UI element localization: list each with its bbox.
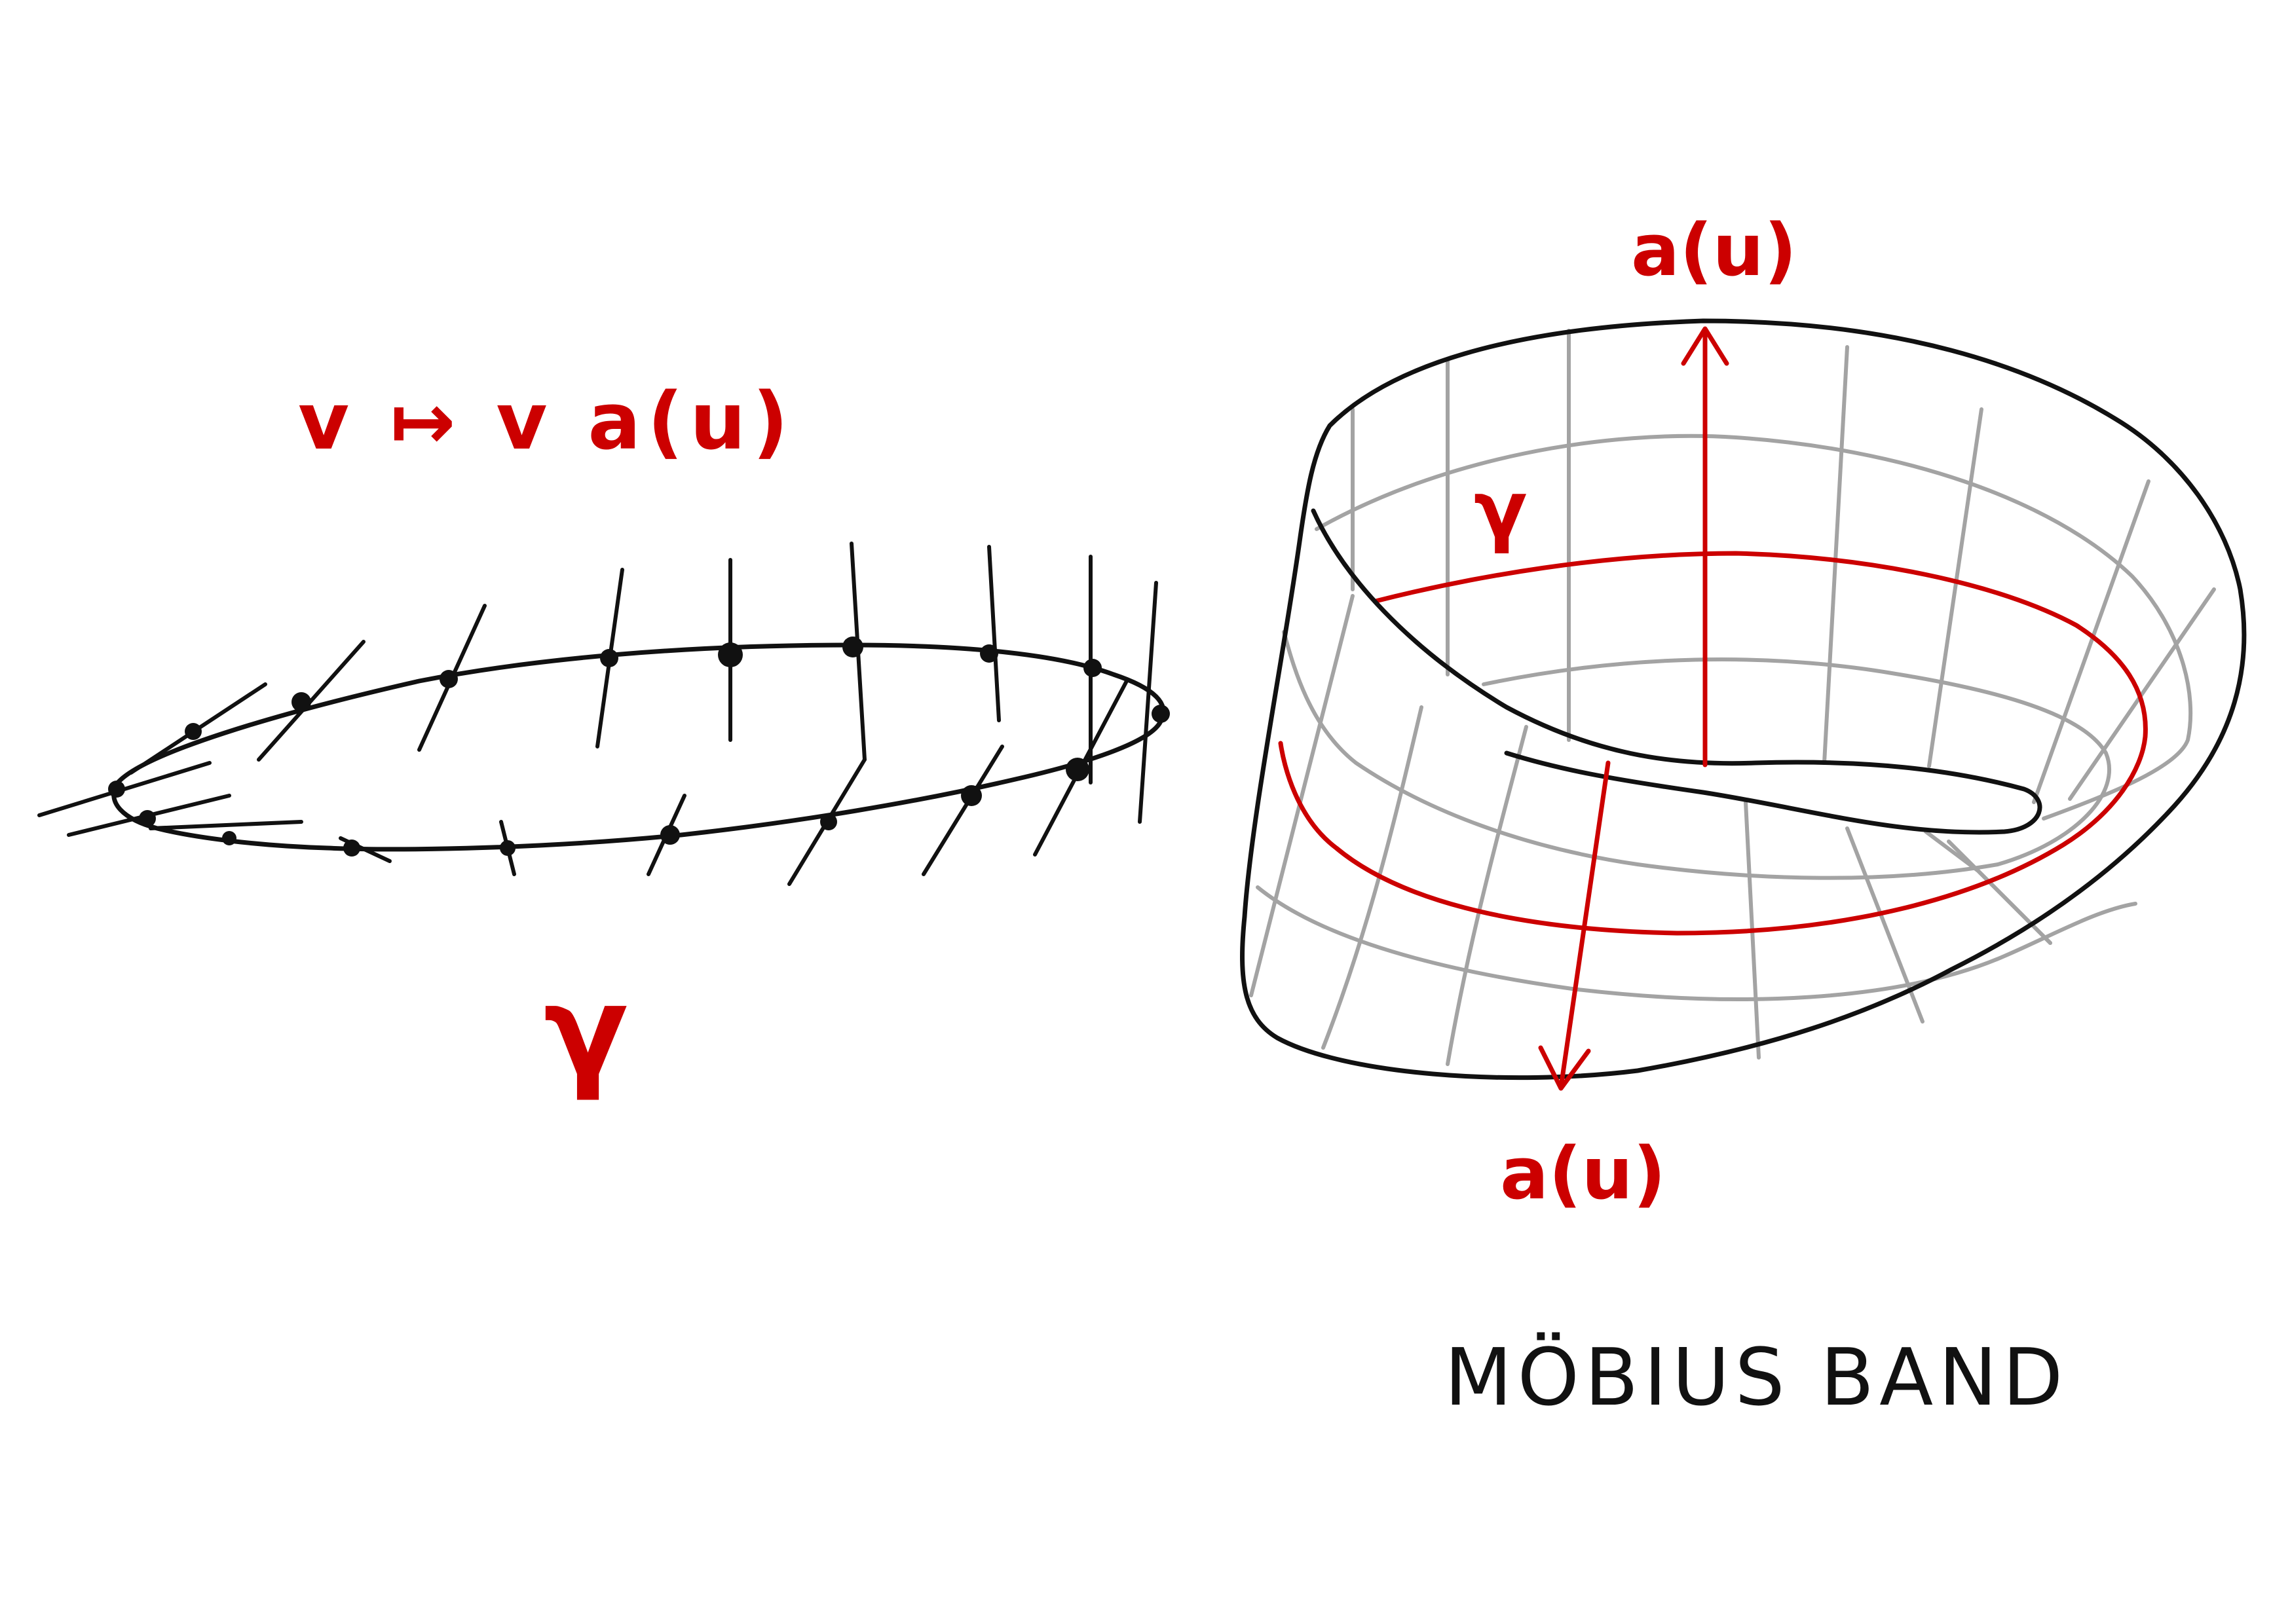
band-grid-line: [1315, 434, 2193, 821]
vector-a-bottom: [1538, 760, 1611, 1091]
curve-label-gamma: γ: [544, 959, 628, 1103]
fiber-line: [149, 820, 303, 830]
band-grid-line: [2068, 587, 2216, 801]
curve-point: [718, 642, 743, 667]
curve-point: [500, 840, 516, 856]
curve-point: [1152, 705, 1170, 723]
fiber-line: [257, 640, 366, 762]
vector-arrowhead: [1538, 1045, 1591, 1091]
curve-point: [980, 644, 998, 663]
top-vector-label: a(u): [1631, 208, 1797, 292]
band-grid-line: [1282, 630, 2111, 880]
band-grid-line: [1927, 407, 1983, 768]
band-inner-edge: [1311, 508, 2042, 835]
gamma-curve-loop: [111, 642, 1166, 852]
figure-title: MÖBIUS BAND: [1444, 1333, 2068, 1424]
vector-a-top: [1681, 326, 1729, 767]
curve-point: [820, 813, 837, 830]
fiber-line: [987, 545, 1001, 722]
vector-arrowhead: [1681, 326, 1729, 366]
band-grid-line: [1446, 725, 1528, 1066]
mobius-band-figure: γ a(u) a(u) MÖBIUS BAND: [1240, 208, 2247, 1424]
curve-point: [660, 825, 680, 845]
curve-point: [600, 649, 618, 667]
band-grid-line: [1321, 705, 1423, 1050]
curve-point: [1083, 659, 1102, 677]
fiber-lines: [37, 542, 1158, 886]
curve-point: [185, 723, 202, 740]
curve-point: [222, 831, 236, 845]
band-grid-line: [2032, 479, 2150, 804]
curve-point: [291, 692, 311, 712]
band-grid-line: [1256, 885, 2137, 1001]
curve-points: [108, 637, 1170, 857]
band-grid-line: [1947, 840, 2052, 945]
vector-shaft: [1558, 760, 1611, 1090]
fiber-line: [922, 745, 1004, 876]
curve-point: [440, 670, 458, 688]
bottom-vector-label: a(u): [1500, 1132, 1666, 1215]
band-outline: [1240, 318, 2247, 1080]
band-grid-line: [1249, 594, 1355, 997]
curve-with-fibers-figure: v ↦ v a(u) γ: [37, 377, 1170, 1103]
curve-point: [842, 637, 863, 657]
band-gamma-label: γ: [1474, 465, 1528, 556]
curve-point: [139, 810, 156, 827]
band-core-curve-gamma: [1278, 551, 2148, 936]
map-label: v ↦ v a(u): [298, 377, 795, 468]
curve-point: [343, 840, 360, 857]
band-grid-line: [1822, 345, 1849, 765]
curve-point: [1066, 758, 1089, 781]
band-longitudinal-lines: [1256, 434, 2193, 1001]
curve-point: [961, 785, 982, 806]
fiber-line: [1138, 581, 1158, 824]
curve-point: [108, 781, 125, 798]
